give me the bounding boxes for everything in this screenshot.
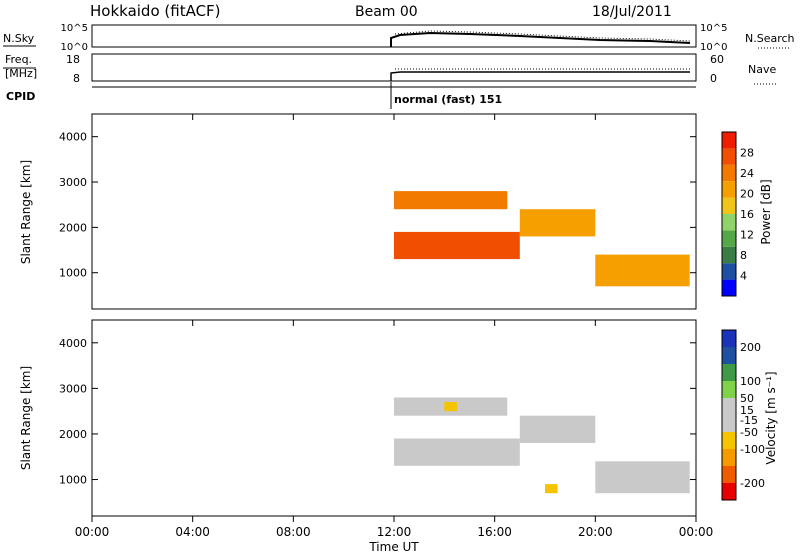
power-colorbar: 4 8 12 16 20 24 28 (721, 131, 754, 297)
power-ytick-label-2: 3000 (59, 176, 87, 189)
freq-trace (390, 71, 690, 81)
xtick-label-3: 12:00 (377, 525, 412, 539)
beam-title: Beam 00 (355, 4, 418, 20)
velocity-colorbar-tick-2: -50 (740, 426, 758, 439)
nsearch-tick-bottom: 10^0 (700, 42, 727, 53)
power-colorbar-tick-2: 12 (740, 229, 754, 242)
nsky-label: N.Sky (3, 32, 35, 45)
velocity-heatmap-group: 1000 2000 3000 4000 (59, 337, 696, 494)
power-colorbar-frame (721, 131, 737, 297)
power-colorbar-cell-4 (722, 214, 736, 231)
velocity-ytick-label-1: 2000 (59, 428, 87, 441)
power-ytick-label-0: 1000 (59, 267, 87, 280)
velocity-colorbar-cell-5 (722, 398, 736, 415)
power-heatmap-group: 1000 2000 3000 4000 (59, 131, 696, 287)
nsearch-label: N.Search (745, 32, 795, 45)
power-colorbar-cell-3 (722, 230, 736, 247)
velocity-echo-band-3 (595, 461, 690, 494)
velocity-colorbar-tick-5: 50 (740, 392, 754, 405)
xtick-label-6: 00:00 (679, 525, 714, 539)
power-colorbar-cell-0 (722, 279, 736, 296)
station-title: Hokkaido (fitACF) (90, 2, 221, 20)
velocity-echo-band-5 (545, 484, 558, 494)
velocity-colorbar-cell-8 (722, 347, 736, 364)
velocity-colorbar-tick-1: -100 (740, 443, 765, 456)
xtick-label-2: 08:00 (276, 525, 311, 539)
cpid-mode-label: normal (fast) 151 (394, 93, 502, 106)
nsearch-tick-top: 10^5 (700, 23, 727, 34)
velocity-colorbar-label: Velocity [m s⁻¹] (764, 371, 778, 464)
power-echo-band-0 (394, 231, 520, 260)
velocity-echo-band-4 (444, 402, 457, 412)
velocity-ylabel: Slant Range [km] (19, 366, 33, 470)
power-colorbar-cell-1 (722, 263, 736, 280)
power-colorbar-tick-4: 20 (740, 188, 754, 201)
velocity-colorbar-cell-6 (722, 381, 736, 398)
power-colorbar-cell-9 (722, 132, 736, 149)
power-echo-band-1 (394, 191, 508, 210)
power-colorbar-tick-3: 16 (740, 208, 754, 221)
power-colorbar-tick-0: 4 (740, 270, 747, 283)
velocity-colorbar-cell-9 (722, 330, 736, 347)
freq-tick-bottom: 8 (73, 72, 80, 85)
nsearch-trace (394, 30, 691, 42)
velocity-colorbar-cell-7 (722, 364, 736, 381)
freq-tick-top: 18 (66, 53, 80, 66)
power-colorbar-cell-7 (722, 164, 736, 182)
power-ylabel: Slant Range [km] (19, 160, 33, 264)
freq-unit-label: [MHz] (5, 67, 37, 80)
velocity-ytick-label-2: 3000 (59, 382, 87, 395)
power-colorbar-tick-1: 8 (740, 249, 747, 262)
sky-panel-frame (91, 24, 697, 48)
nsky-trace (390, 31, 691, 47)
freq-label: Freq. (5, 53, 32, 66)
power-echo-band-3 (595, 254, 690, 287)
time-axis: 00:00 04:00 08:00 12:00 16:00 20:00 00:00 (75, 114, 714, 539)
power-colorbar-cell-5 (722, 197, 736, 214)
xtick-label-1: 04:00 (175, 525, 210, 539)
xtick-label-5: 20:00 (578, 525, 613, 539)
nsky-tick-bottom: 10^0 (61, 42, 88, 53)
nave-tick-bottom: 0 (710, 72, 717, 85)
velocity-colorbar-cell-2 (722, 449, 736, 466)
velocity-ytick-label-3: 4000 (59, 337, 87, 350)
power-colorbar-label: Power [dB] (759, 179, 773, 244)
power-colorbar-cell-2 (722, 246, 736, 264)
power-ytick-label-1: 2000 (59, 221, 87, 234)
velocity-colorbar-frame (721, 329, 737, 501)
xaxis-label: Time UT (368, 540, 419, 554)
nave-tick-top: 60 (710, 53, 724, 66)
velocity-echo-band-2 (519, 415, 596, 443)
velocity-colorbar-tick-6: 100 (740, 375, 761, 388)
xtick-label-0: 00:00 (75, 525, 110, 539)
velocity-colorbar-tick-7: 200 (740, 341, 761, 354)
power-colorbar-tick-6: 28 (740, 147, 754, 160)
power-ytick-label-3: 4000 (59, 131, 87, 144)
cpid-label: CPID (6, 90, 35, 103)
power-echo-band-2 (519, 209, 596, 237)
nave-label: Nave (748, 63, 776, 76)
date-title: 18/Jul/2011 (592, 4, 672, 20)
xtick-label-4: 16:00 (477, 525, 512, 539)
nsky-tick-top: 10^5 (61, 23, 88, 34)
velocity-colorbar-cell-1 (722, 466, 736, 483)
power-colorbar-tick-5: 24 (740, 167, 754, 180)
power-colorbar-cell-6 (722, 181, 736, 198)
velocity-colorbar-cell-0 (722, 483, 736, 500)
velocity-colorbar-tick-0: -200 (740, 477, 765, 490)
velocity-echo-band-0 (394, 438, 520, 466)
power-colorbar-cell-8 (722, 148, 736, 165)
velocity-colorbar-tick-3: -15 (740, 414, 758, 427)
velocity-colorbar-tick-4: 15 (740, 404, 754, 417)
velocity-colorbar-cell-4 (722, 415, 736, 432)
velocity-colorbar-cell-3 (722, 432, 736, 449)
freq-panel-frame (91, 53, 697, 82)
velocity-ytick-label-0: 1000 (59, 474, 87, 487)
